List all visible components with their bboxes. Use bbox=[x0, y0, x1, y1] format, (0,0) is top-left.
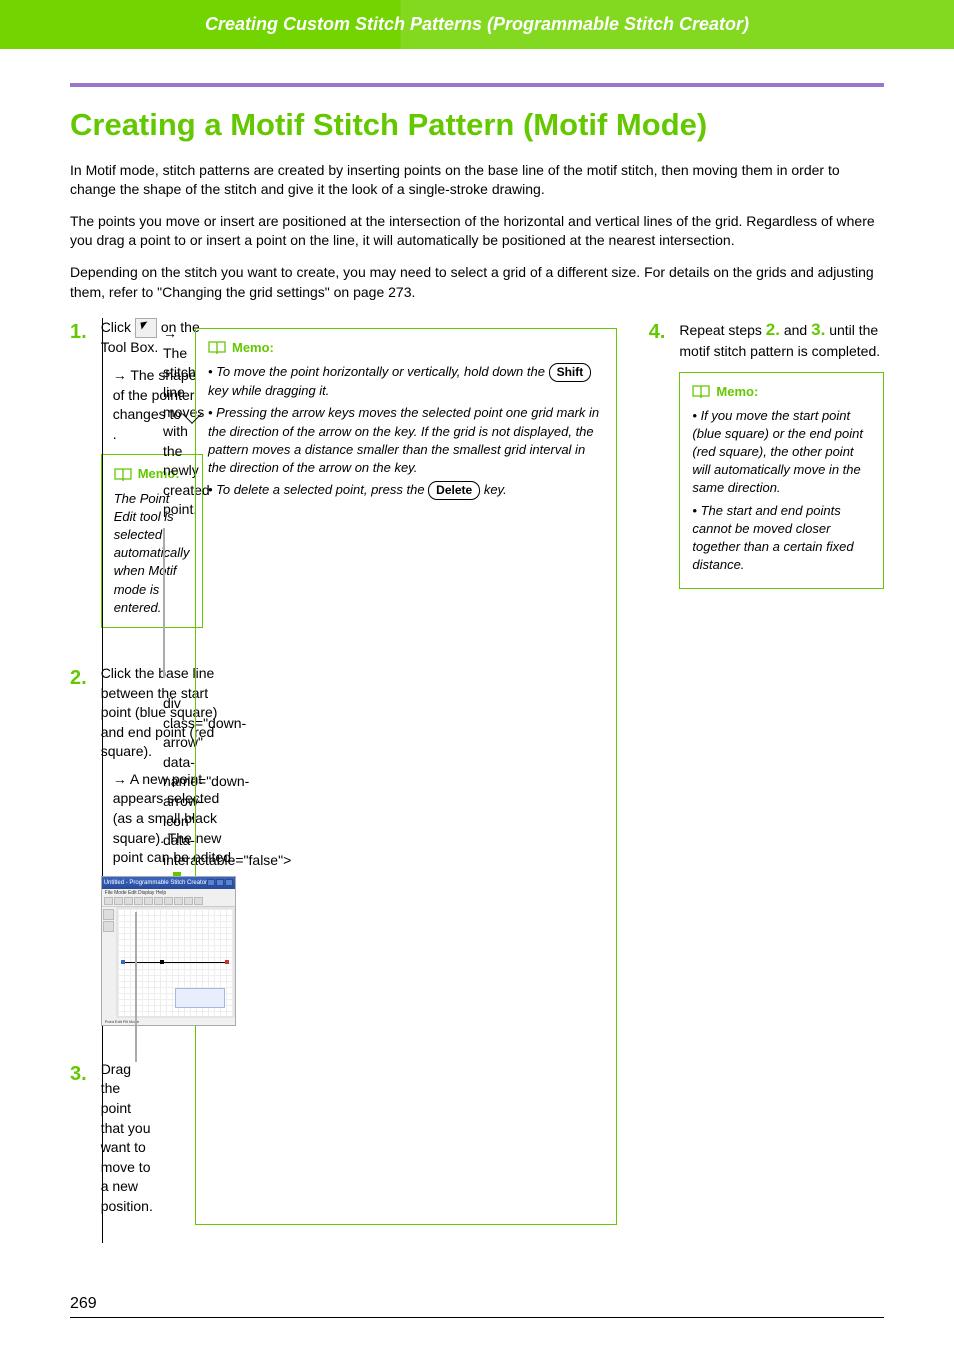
memo-3-title: Memo: bbox=[692, 383, 871, 401]
new-point bbox=[160, 960, 164, 964]
step-3-screenshot-after: Untitled - Programmable Stitch Creator F… bbox=[135, 912, 137, 1062]
ss-hint-box bbox=[175, 988, 225, 1008]
stitch-baseline bbox=[123, 962, 227, 963]
page-footer: 269 bbox=[0, 1283, 954, 1342]
ss-window-controls bbox=[207, 879, 233, 886]
shift-key: Shift bbox=[549, 363, 592, 382]
delete-key: Delete bbox=[428, 481, 480, 500]
memo-2-list: To move the point horizontally or vertic… bbox=[208, 363, 604, 500]
memo-3-list: If you move the start point (blue square… bbox=[692, 407, 871, 575]
step-3-screenshot-before: Untitled - Programmable Stitch Creator F… bbox=[163, 528, 165, 678]
memo-2: Memo: To move the point horizontally or … bbox=[195, 328, 617, 1224]
step-1-text: Click on the Tool Box. bbox=[101, 318, 203, 358]
ss-statusbar: Point Edit Fill Mode bbox=[102, 1018, 235, 1025]
step-1-number: 1. bbox=[70, 318, 87, 646]
point-edit-tool-icon bbox=[135, 318, 157, 338]
ss-body bbox=[102, 907, 235, 1018]
step-4-text: Repeat steps 2. and 3. until the motif s… bbox=[679, 318, 884, 361]
step-3-body: Drag the point that you want to move to … bbox=[101, 1060, 153, 1225]
memo-2-item-3: To delete a selected point, press the De… bbox=[208, 481, 604, 500]
memo-1: Memo: The Point Edit tool is selected au… bbox=[101, 454, 203, 628]
memo-2-title: Memo: bbox=[208, 339, 604, 357]
memo-book-icon bbox=[114, 468, 132, 482]
two-column-layout: 1. Click on the Tool Box. The shape of t… bbox=[70, 318, 884, 1242]
memo-3-item-1: If you move the start point (blue square… bbox=[692, 407, 871, 498]
memo-2-item-2: Pressing the arrow keys moves the select… bbox=[208, 404, 604, 477]
memo-2-item-1: To move the point horizontally or vertic… bbox=[208, 363, 604, 400]
intro-block: In Motif mode, stitch patterns are creat… bbox=[70, 161, 884, 303]
step-3-number: 3. bbox=[70, 1060, 87, 1225]
ss-menubar: File Mode Edit Display Help bbox=[102, 889, 235, 896]
top-rule bbox=[70, 83, 884, 87]
ss-titlebar: Untitled - Programmable Stitch Creator bbox=[102, 877, 235, 889]
memo-3: Memo: If you move the start point (blue … bbox=[679, 372, 884, 590]
intro-p2: The points you move or insert are positi… bbox=[70, 212, 884, 251]
step-2-number: 2. bbox=[70, 664, 87, 1042]
step-3-text: Drag the point that you want to move to … bbox=[101, 1060, 153, 1217]
start-point bbox=[121, 960, 125, 964]
step-4: 4. Repeat steps 2. and 3. until the moti… bbox=[649, 318, 884, 1224]
memo-book-icon bbox=[692, 385, 710, 399]
step-ref-3: 3. bbox=[811, 320, 825, 339]
page-number: 269 bbox=[70, 1295, 97, 1312]
ss-toolbox bbox=[102, 907, 116, 1018]
intro-p3: Depending on the stitch you want to crea… bbox=[70, 263, 884, 302]
footer-rule bbox=[70, 1317, 884, 1318]
memo-book-icon bbox=[208, 341, 226, 355]
header-band: Creating Custom Stitch Patterns (Program… bbox=[0, 0, 954, 49]
ss-toolbar bbox=[102, 896, 235, 907]
header-breadcrumb: Creating Custom Stitch Patterns (Program… bbox=[205, 14, 749, 34]
column-divider bbox=[102, 318, 103, 1242]
step-4-body: Repeat steps 2. and 3. until the motif s… bbox=[679, 318, 884, 1224]
step-4-number: 4. bbox=[649, 318, 666, 1224]
step-2-screenshot: Untitled - Programmable Stitch Creator F… bbox=[101, 876, 236, 1026]
intro-p1: In Motif mode, stitch patterns are creat… bbox=[70, 161, 884, 200]
memo-3-item-2: The start and end points cannot be moved… bbox=[692, 502, 871, 575]
page-title: Creating a Motif Stitch Pattern (Motif M… bbox=[70, 103, 884, 146]
step-ref-2: 2. bbox=[766, 320, 780, 339]
end-point bbox=[225, 960, 229, 964]
page-content: Creating a Motif Stitch Pattern (Motif M… bbox=[0, 49, 954, 1282]
